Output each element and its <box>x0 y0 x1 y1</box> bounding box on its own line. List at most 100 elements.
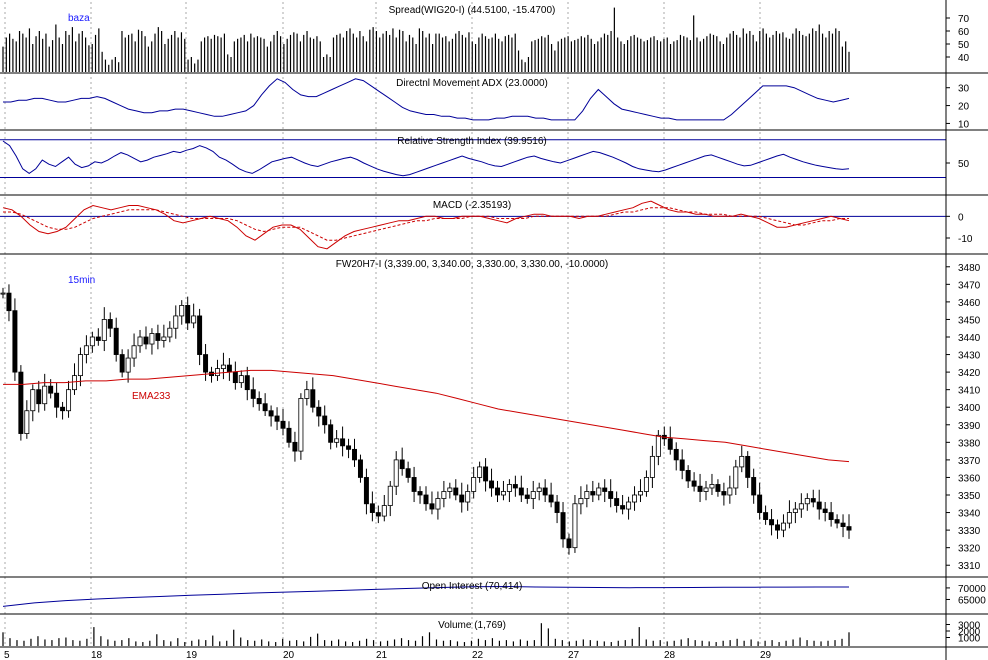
candle-body <box>54 392 60 408</box>
candle-body <box>691 480 697 487</box>
candle-body <box>149 333 155 345</box>
adx-line <box>3 78 850 121</box>
date-label: 5 <box>4 650 10 660</box>
candle-body <box>637 491 643 496</box>
candle-body <box>590 491 596 496</box>
candle-body <box>119 354 125 373</box>
candle-body <box>274 415 280 422</box>
y-tick-label: 3450 <box>958 315 981 326</box>
candle-body <box>810 498 816 503</box>
ema-label: EMA233 <box>132 391 171 402</box>
candle-body <box>447 487 453 492</box>
candle-body <box>66 389 72 412</box>
candle-body <box>125 357 131 373</box>
y-tick-label: 3460 <box>958 298 981 309</box>
candle-body <box>834 519 840 524</box>
open-interest-line <box>2 585 849 607</box>
candle-body <box>649 455 655 478</box>
date-label: 27 <box>568 650 580 660</box>
baza-annotation: baza <box>68 13 90 24</box>
candle-body <box>620 505 626 510</box>
candle-body <box>12 310 18 373</box>
date-label: 18 <box>91 650 103 660</box>
candle-body <box>197 315 203 355</box>
y-axis-ticks: 40 50 60 70 10 20 30 50 0 -10 3310 3320 3330 3340 3350… <box>946 14 986 645</box>
spread-panel-title: Spread(WIG20-I) (44.5100, -15.4700) <box>389 5 556 16</box>
candle-body <box>48 385 54 394</box>
candle-body <box>453 487 459 496</box>
candle-body <box>298 398 304 452</box>
candle-body <box>95 336 101 341</box>
y-tick-label: 3440 <box>958 333 981 344</box>
candle-body <box>673 448 679 461</box>
candle-body <box>417 491 423 496</box>
candle-body <box>542 487 548 496</box>
candle-body <box>143 336 149 345</box>
candle-body <box>775 524 780 531</box>
y-tick-label: 20 <box>958 102 970 113</box>
candle-body <box>727 487 733 496</box>
y-tick-label: 3400 <box>958 403 981 414</box>
candle-body <box>173 315 179 329</box>
candle-body <box>506 484 512 492</box>
candle-body <box>42 385 48 405</box>
volume-panel-title: Volume (1,769) <box>438 620 506 631</box>
candle-body <box>477 466 483 478</box>
candle-body <box>6 292 12 312</box>
y-tick-label: 1000 <box>958 634 981 645</box>
y-tick-label: 50 <box>958 159 970 170</box>
candle-body <box>548 494 554 503</box>
candle-body <box>626 501 632 510</box>
candle-body <box>137 336 143 347</box>
candle-body <box>846 526 852 531</box>
candle-body <box>489 480 495 489</box>
candle-body <box>763 512 769 520</box>
candle-body <box>530 491 536 499</box>
candle-body <box>614 498 620 506</box>
macd-line <box>2 200 850 250</box>
candle-body <box>77 354 83 377</box>
candle-body <box>72 375 77 391</box>
y-tick-label: 3000 <box>958 621 981 632</box>
candle-body <box>780 522 786 531</box>
candle-body <box>816 501 822 510</box>
date-label: 21 <box>376 650 388 660</box>
candle-body <box>280 420 286 429</box>
y-tick-label: 60 <box>958 27 970 38</box>
candle-body <box>643 477 649 492</box>
candle-body <box>0 292 6 295</box>
candle-body <box>721 491 727 496</box>
candle-body <box>60 406 66 412</box>
candle-body <box>83 345 89 355</box>
candle-body <box>369 503 375 513</box>
y-tick-label: 3370 <box>958 456 981 467</box>
adx-panel-title: Directnl Movement ADX (23.0000) <box>396 78 548 89</box>
candle-body <box>655 434 661 457</box>
y-tick-label: 10 <box>958 119 970 130</box>
candle-body <box>471 477 477 492</box>
candle-body <box>36 389 42 405</box>
y-tick-label: 3360 <box>958 473 981 484</box>
candle-body <box>30 389 36 412</box>
y-tick-label: 3410 <box>958 386 981 397</box>
y-tick-label: 3420 <box>958 368 981 379</box>
candle-body <box>441 491 447 499</box>
y-tick-label: 50 <box>958 40 970 51</box>
candle-body <box>500 491 506 496</box>
candle-body <box>572 503 578 549</box>
y-tick-label: 70 <box>958 14 970 25</box>
candle-body <box>244 375 250 391</box>
candle-body <box>739 455 745 468</box>
candle-body <box>101 319 107 341</box>
candle-body <box>536 487 542 492</box>
candle-body <box>518 487 524 496</box>
candle-body <box>745 455 751 478</box>
candle-body <box>405 468 411 478</box>
candle-body <box>560 512 566 540</box>
candle-body <box>322 415 328 426</box>
y-tick-label: 3310 <box>958 561 981 572</box>
candle-body <box>667 438 673 450</box>
y-tick-label: 40 <box>958 53 970 64</box>
